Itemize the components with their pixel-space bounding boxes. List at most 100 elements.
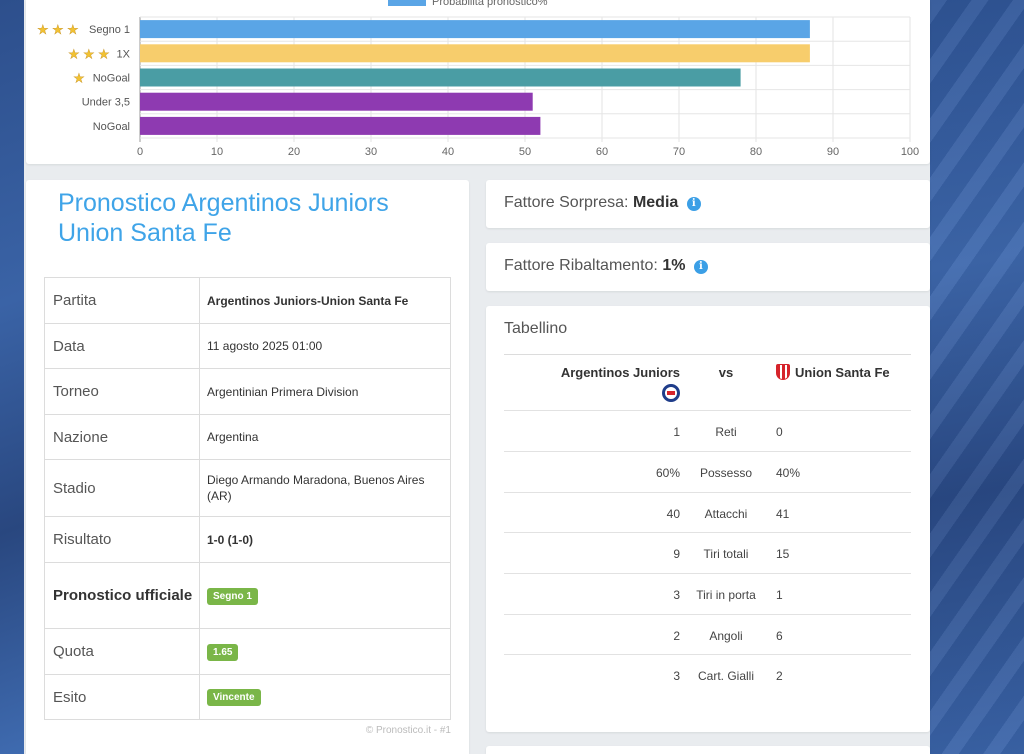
- info-label: Data: [44, 323, 200, 369]
- stat-row-total-shots: 9 Tiri totali 15: [504, 532, 911, 573]
- stat-home: 3: [673, 588, 680, 602]
- info-label: Nazione: [44, 414, 200, 460]
- star-icon: ★: [98, 47, 110, 62]
- info-row-nazione: Nazione Argentina: [44, 414, 451, 460]
- star-icon: ★: [67, 23, 79, 38]
- reversal-value: 1%: [662, 257, 686, 274]
- match-stats-card: Tabellino Argentinos Juniors vs Union Sa…: [486, 306, 930, 732]
- stats-header: Argentinos Juniors vs Union Santa Fe: [504, 354, 911, 410]
- info-label: Quota: [44, 628, 200, 675]
- stat-away: 2: [776, 669, 783, 683]
- stat-name: Reti: [715, 425, 737, 439]
- stat-away: 40%: [776, 466, 801, 480]
- bar: [140, 92, 533, 111]
- stat-row-goals: 1 Reti 0: [504, 410, 911, 451]
- outcome-badge: Vincente: [207, 689, 261, 706]
- stat-away: 41: [776, 507, 790, 521]
- info-label: Risultato: [44, 516, 200, 563]
- star-icon: ★: [37, 23, 49, 38]
- info-row-stadio: Stadio Diego Armando Maradona, Buenos Ai…: [44, 459, 451, 517]
- surprise-value: Media: [632, 194, 679, 211]
- background-right: [930, 0, 1024, 754]
- info-value: 1.65: [199, 628, 451, 675]
- info-icon[interactable]: i: [693, 260, 708, 274]
- info-value: 1-0 (1-0): [199, 516, 451, 563]
- page-title: Pronostico Argentinos Juniors Union Sant…: [58, 189, 389, 247]
- legend-swatch: [388, 0, 426, 6]
- info-value: Argentinos Juniors-Union Santa Fe: [199, 277, 451, 324]
- legend-label: Probabilità pronostico%: [432, 0, 548, 8]
- info-row-torneo: Torneo Argentinian Primera Division: [44, 368, 451, 415]
- category-label: Segno 1: [89, 24, 130, 36]
- category-label: NoGoal: [93, 73, 130, 85]
- credit-text: © Pronostico.it - #1: [365, 725, 451, 736]
- x-tick-label: 10: [211, 146, 223, 158]
- stats-title: Tabellino: [504, 320, 568, 337]
- info-row-pronostico: Pronostico ufficiale Segno 1: [44, 562, 451, 629]
- match-info-card: Pronostico Argentinos Juniors Union Sant…: [26, 180, 469, 754]
- stat-row-attacks: 40 Attacchi 41: [504, 492, 911, 533]
- match-info-table: Partita Argentinos Juniors-Union Santa F…: [44, 277, 451, 720]
- home-team-name: Argentinos Juniors: [560, 365, 680, 380]
- info-label: Torneo: [44, 368, 200, 415]
- stat-row-possession: 60% Possesso 40%: [504, 451, 911, 492]
- stat-name: Cart. Gialli: [697, 669, 754, 683]
- x-tick-label: 80: [750, 146, 762, 158]
- surprise-factor: Fattore Sorpresa: Media i: [504, 194, 701, 212]
- x-tick-label: 60: [596, 146, 608, 158]
- stat-home: 2: [673, 629, 680, 643]
- info-row-data: Data 11 agosto 2025 01:00: [44, 323, 451, 369]
- info-value: Segno 1: [199, 562, 451, 629]
- stat-name: Tiri in porta: [696, 588, 756, 602]
- reversal-factor: Fattore Ribaltamento: 1% i: [504, 257, 708, 275]
- star-icon: ★: [68, 47, 80, 62]
- prediction-badge: Segno 1: [207, 587, 258, 605]
- vs-label: vs: [718, 365, 734, 380]
- stat-name: Attacchi: [704, 507, 748, 521]
- stat-home: 3: [673, 669, 680, 683]
- bar: [140, 68, 741, 87]
- x-tick-label: 0: [137, 146, 143, 158]
- stat-name: Possesso: [699, 466, 753, 480]
- info-value: Vincente: [199, 674, 451, 720]
- info-value: Argentinian Primera Division: [199, 368, 451, 415]
- prediction-bar-chart: Probabilità pronostico% 0 10 20 30 40 50 60 70 80…: [37, 0, 919, 158]
- stat-name: Angoli: [709, 629, 743, 643]
- info-row-partita: Partita Argentinos Juniors-Union Santa F…: [44, 277, 451, 324]
- category-label: Under 3,5: [82, 97, 130, 109]
- stat-row-shots-on-target: 3 Tiri in porta 1: [504, 573, 911, 614]
- x-tick-label: 40: [442, 146, 454, 158]
- stat-home: 9: [673, 547, 680, 561]
- bar: [140, 44, 810, 63]
- info-label: Stadio: [44, 459, 200, 517]
- info-row-quota: Quota 1.65: [44, 628, 451, 675]
- stat-home: 60%: [655, 466, 680, 480]
- info-label: Pronostico ufficiale: [44, 562, 200, 629]
- reversal-label: Fattore Ribaltamento:: [504, 257, 658, 274]
- star-icon: ★: [73, 72, 85, 87]
- info-icon[interactable]: i: [686, 197, 701, 211]
- category-label: 1X: [117, 48, 131, 60]
- bar: [140, 116, 541, 135]
- stat-away: 1: [776, 588, 783, 602]
- info-row-esito: Esito Vincente: [44, 674, 451, 720]
- stat-away: 6: [776, 629, 783, 643]
- category-label: NoGoal: [93, 121, 130, 133]
- away-team-crest-icon: [776, 364, 790, 380]
- stat-home: 40: [666, 507, 680, 521]
- info-value: Diego Armando Maradona, Buenos Aires (AR…: [199, 459, 451, 517]
- info-label: Partita: [44, 277, 200, 324]
- next-card: [486, 746, 930, 754]
- star-icon: ★: [52, 23, 64, 38]
- stat-name: Tiri totali: [703, 547, 749, 561]
- star-icon: ★: [83, 47, 95, 62]
- x-tick-label: 90: [827, 146, 839, 158]
- home-team-crest-icon: [662, 384, 680, 402]
- odds-badge: 1.65: [207, 643, 239, 661]
- x-tick-label: 100: [901, 146, 919, 158]
- stat-away: 15: [776, 547, 790, 561]
- stat-row-corners: 2 Angoli 6: [504, 614, 911, 655]
- surprise-factor-card: Fattore Sorpresa: Media i: [486, 180, 930, 228]
- stat-home: 1: [673, 425, 680, 439]
- background-left: [0, 0, 24, 754]
